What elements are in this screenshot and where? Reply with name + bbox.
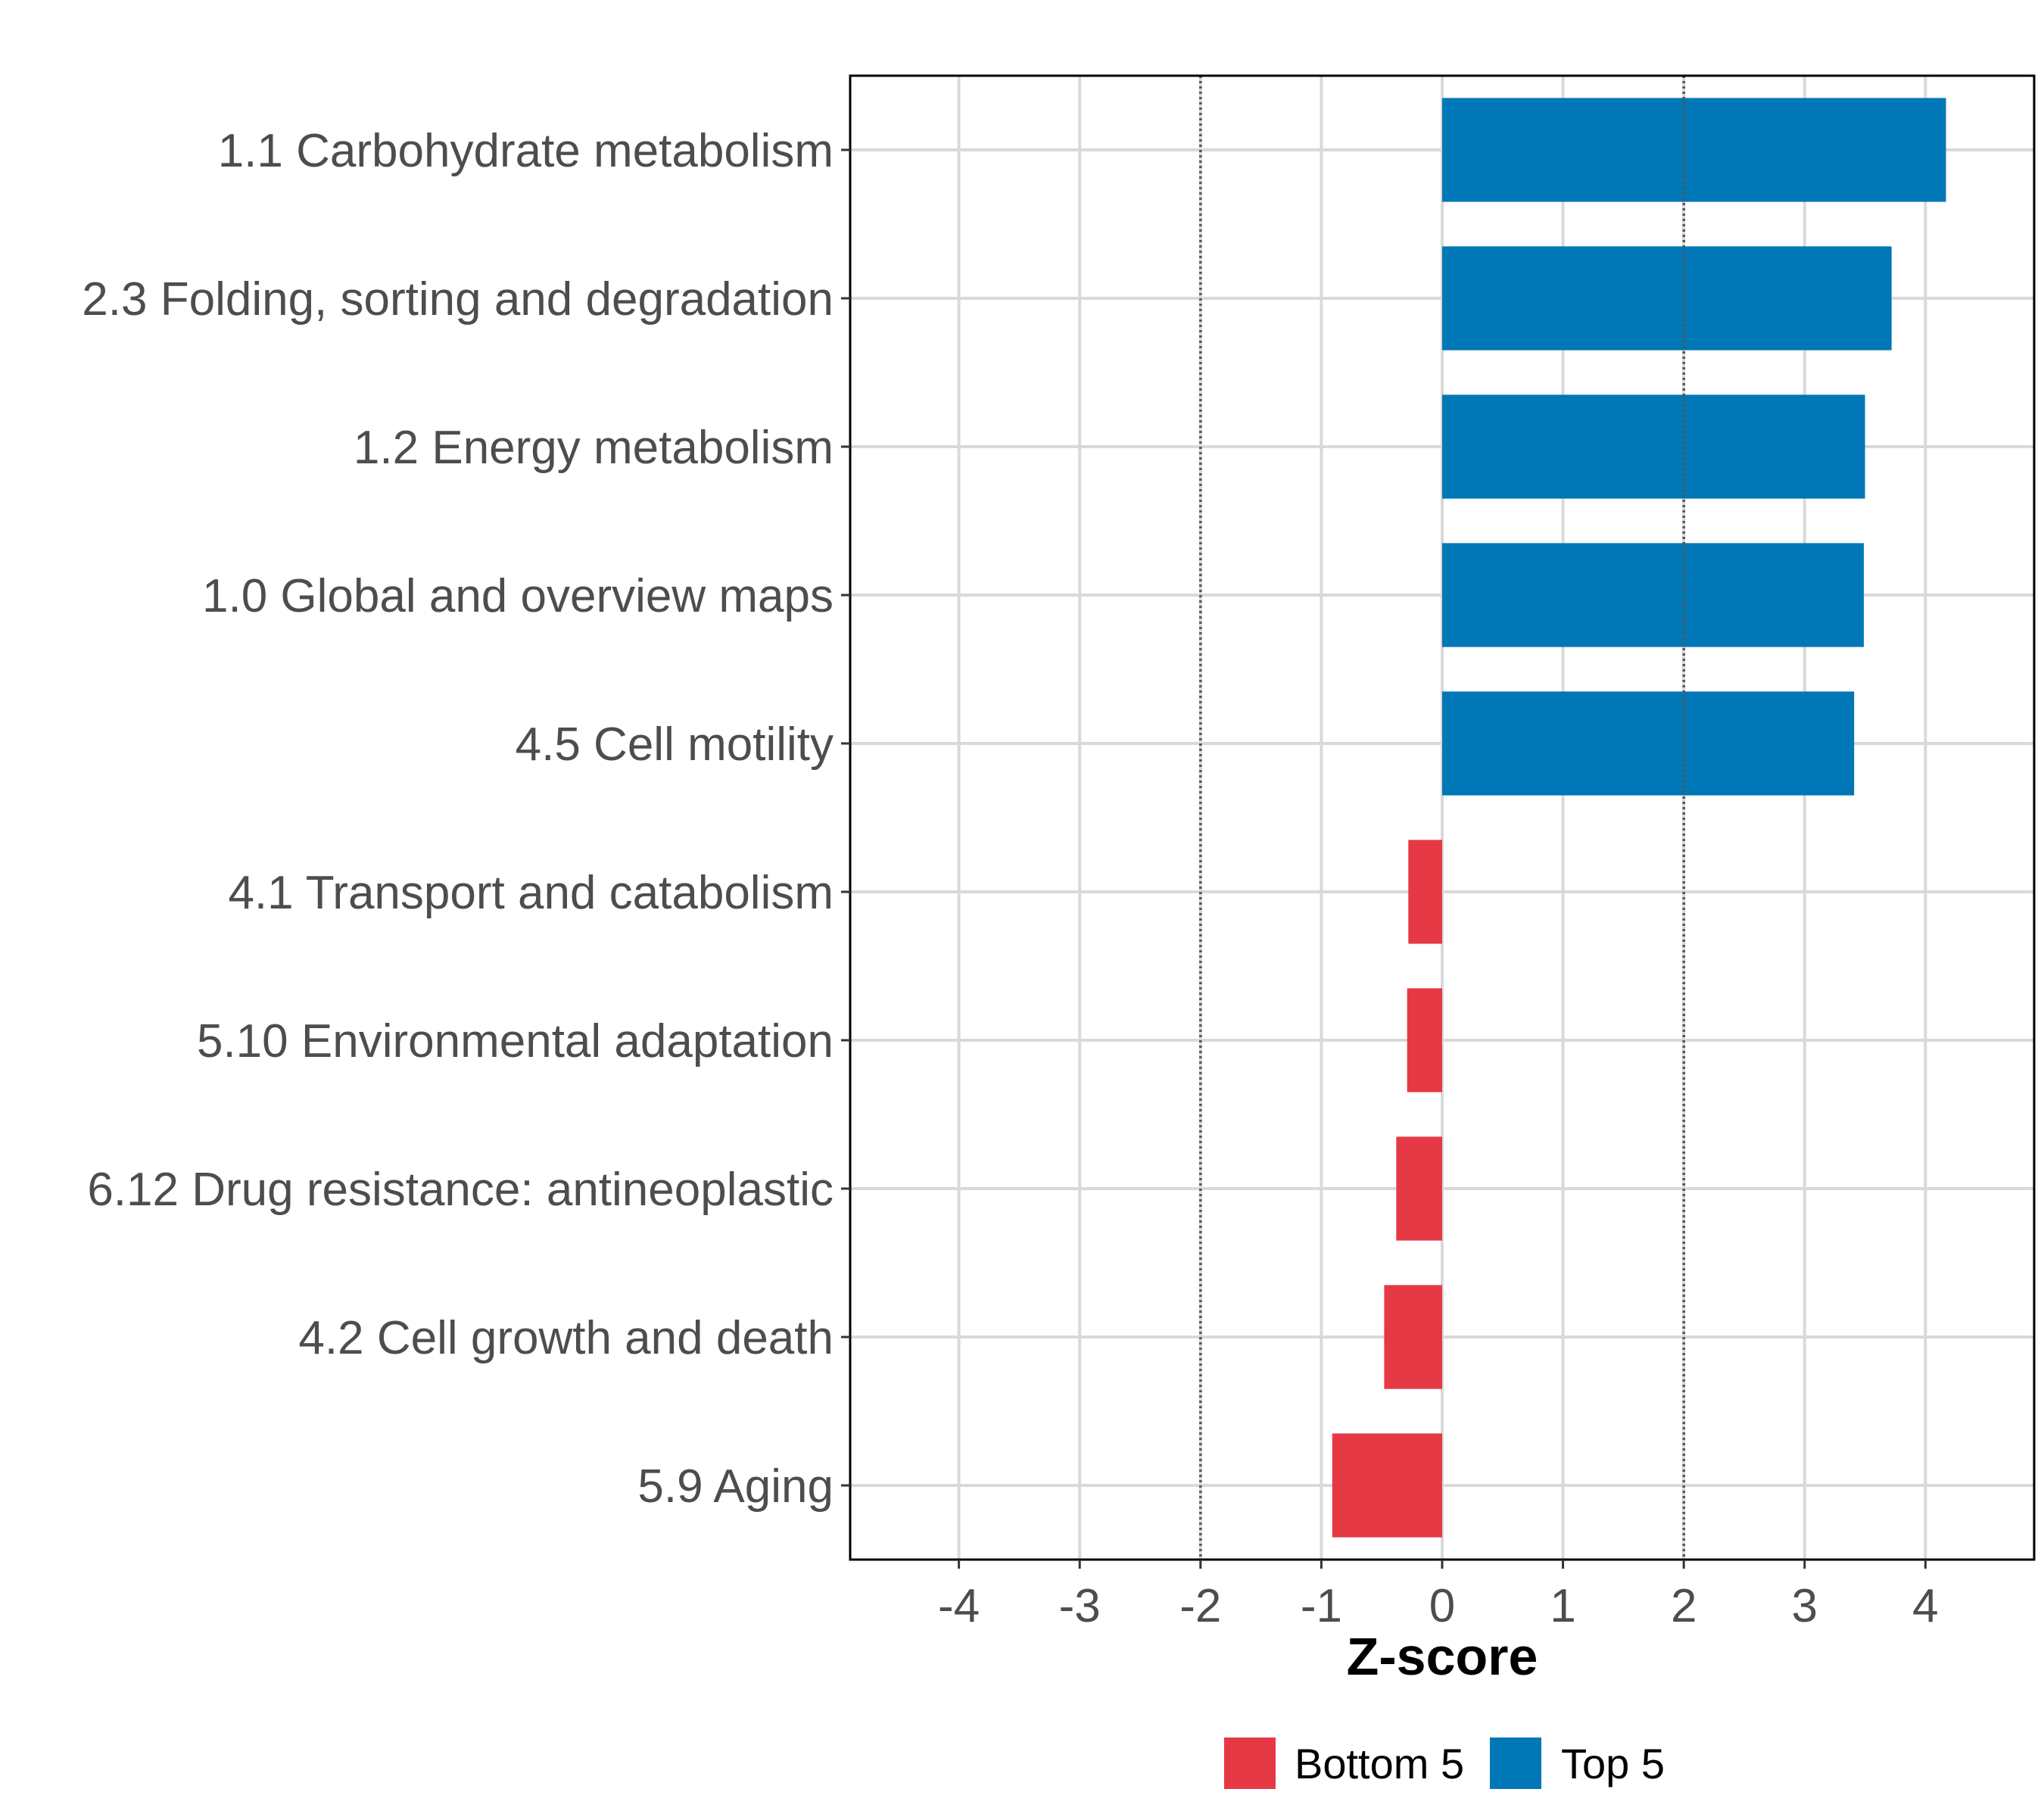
bar xyxy=(1407,988,1442,1092)
bar xyxy=(1442,394,1865,499)
bar xyxy=(1332,1433,1442,1538)
y-tick-label: 6.12 Drug resistance: antineoplastic xyxy=(87,1164,833,1216)
x-tick-label: -4 xyxy=(938,1580,980,1632)
y-tick-label: 2.3 Folding, sorting and degradation xyxy=(82,273,833,326)
x-tick-label: -1 xyxy=(1301,1580,1342,1632)
legend: Bottom 5 Top 5 xyxy=(1224,1738,1665,1789)
y-tick-label: 5.10 Environmental adaptation xyxy=(197,1015,833,1067)
bar xyxy=(1442,691,1855,796)
y-tick-label: 5.9 Aging xyxy=(637,1460,833,1513)
y-tick-label: 1.1 Carbohydrate metabolism xyxy=(218,125,833,177)
y-tick-label: 4.5 Cell motility xyxy=(516,718,833,771)
x-tick-label: 0 xyxy=(1429,1580,1455,1632)
x-tick-label: 2 xyxy=(1671,1580,1697,1632)
bar xyxy=(1384,1285,1442,1389)
y-tick-label: 4.2 Cell growth and death xyxy=(298,1312,833,1364)
legend-swatch xyxy=(1490,1738,1541,1789)
bars xyxy=(1332,98,1946,1538)
y-tick-label: 1.0 Global and overview maps xyxy=(202,570,833,622)
x-tick-label: -3 xyxy=(1059,1580,1101,1632)
y-tick-label: 4.1 Transport and catabolism xyxy=(228,867,833,919)
bar xyxy=(1442,246,1892,351)
legend-swatch xyxy=(1224,1738,1276,1789)
legend-label: Bottom 5 xyxy=(1295,1740,1464,1787)
bar xyxy=(1396,1136,1442,1241)
reference-lines xyxy=(1199,76,1685,1560)
y-tick-label: 1.2 Energy metabolism xyxy=(354,422,833,474)
x-tick-label: -2 xyxy=(1179,1580,1221,1632)
bar xyxy=(1442,543,1864,647)
legend-label: Top 5 xyxy=(1561,1740,1665,1787)
x-tick-label: 1 xyxy=(1550,1580,1575,1632)
x-tick-label: 4 xyxy=(1912,1580,1938,1632)
bar xyxy=(1442,98,1946,202)
x-tick-label: 3 xyxy=(1792,1580,1818,1632)
y-axis-ticks: 1.1 Carbohydrate metabolism 2.3 Folding, … xyxy=(82,125,850,1513)
x-axis-ticks: -4 -3 -2 -1 0 1 2 3 4 xyxy=(938,1560,1939,1632)
bar xyxy=(1408,840,1442,944)
x-axis-title: Z-score xyxy=(1347,1627,1538,1686)
